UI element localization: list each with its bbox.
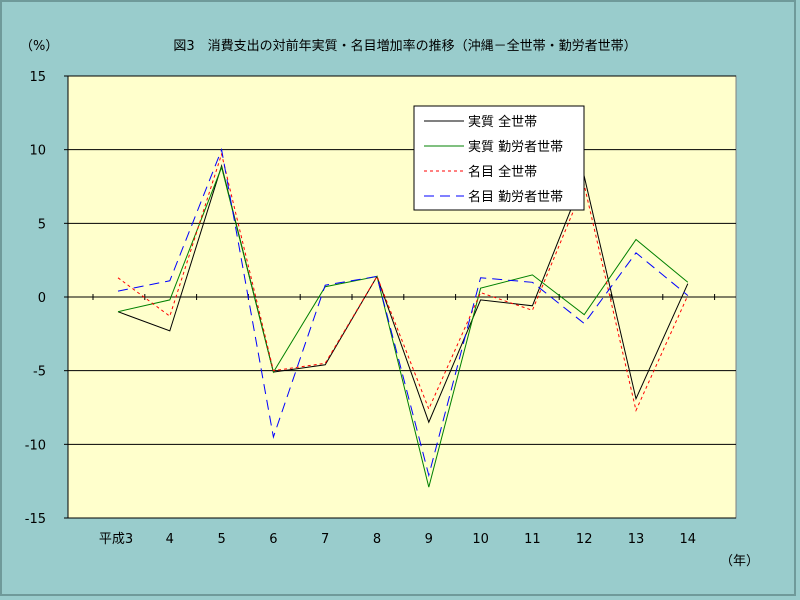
legend-box: [413, 105, 585, 211]
series-line: [117, 165, 689, 488]
x-tick-label: 8: [373, 532, 381, 547]
legend-label: 実質 勤労者世帯: [468, 139, 563, 155]
x-tick-label: 5: [217, 532, 225, 547]
series-line: [117, 152, 689, 412]
y-tick-label: -5: [33, 365, 46, 380]
grid-lines: [68, 75, 736, 519]
x-tick-label: 11: [524, 532, 541, 547]
x-tick-labels: 平成3 4 5 6 7 8 9 10 11 12 13 14: [99, 532, 696, 547]
x-tick-label: 7: [321, 532, 329, 547]
x-tick-label: 6: [269, 532, 277, 547]
chart-title: 図3 消費支出の対前年実質・名目増加率の推移（沖縄－全世帯・勤労者世帯）: [173, 38, 636, 54]
legend-label: 名目 全世帯: [468, 164, 537, 180]
x-tick-label: 9: [425, 532, 433, 547]
series-group: [117, 147, 689, 488]
y-tick-label: 10: [29, 144, 46, 159]
y-tick-label: -15: [25, 512, 46, 527]
y-tick-label: 5: [38, 217, 46, 232]
legend-label: 名目 勤労者世帯: [468, 189, 563, 205]
y-tick-label: -10: [25, 438, 46, 453]
x-tick-label: 14: [680, 532, 697, 547]
y-tick-label: 15: [29, 70, 46, 85]
x-tick-label: 10: [472, 532, 489, 547]
y-axis-label: （%）: [20, 39, 58, 54]
x-tick-label: 12: [576, 532, 593, 547]
y-tick-label: 0: [38, 291, 46, 306]
x-tick-label: 4: [166, 532, 174, 547]
legend-label: 実質 全世帯: [468, 114, 537, 130]
y-tick-labels: 15 10 5 0 -5 -10 -15: [25, 70, 46, 527]
x-tick-label: 平成3: [99, 532, 133, 547]
series-line: [117, 164, 689, 424]
x-axis-label: （年）: [720, 554, 759, 569]
x-tick-label: 13: [628, 532, 645, 547]
series-line: [117, 147, 689, 478]
